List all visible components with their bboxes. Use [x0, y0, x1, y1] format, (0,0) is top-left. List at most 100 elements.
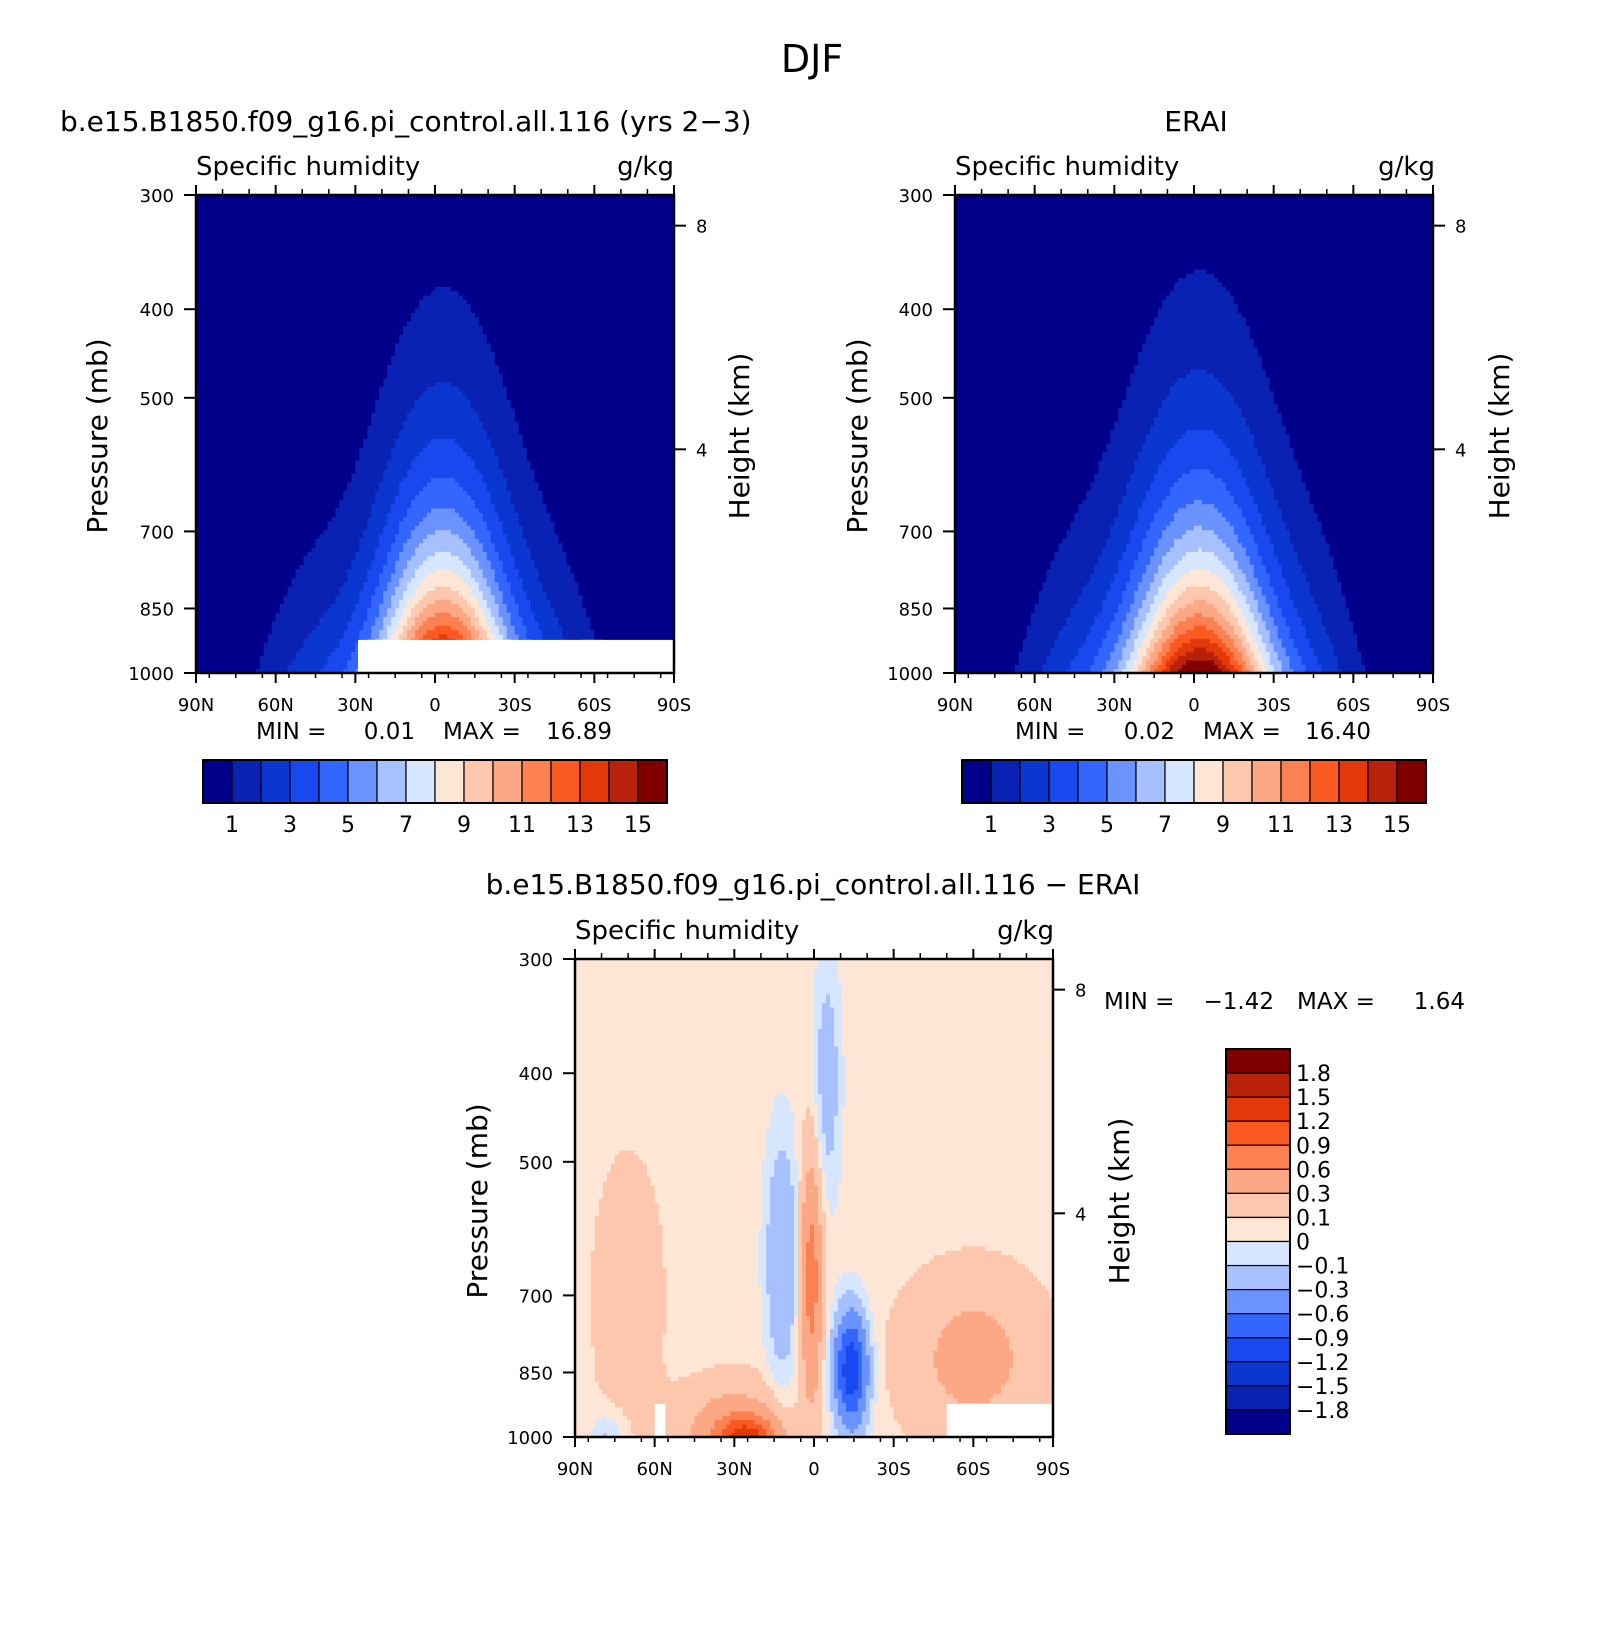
contour-cell [371, 538, 376, 544]
contour-cell [203, 195, 209, 200]
contour-cell [219, 368, 225, 374]
contour-cell [263, 477, 269, 483]
contour-cell [239, 555, 245, 561]
contour-cell [323, 351, 329, 357]
contour-cell [283, 442, 289, 448]
contour-cell [223, 381, 229, 387]
contour-cell [271, 381, 277, 387]
contour-cell [219, 460, 225, 466]
contour-cell [315, 342, 321, 348]
contour-cell [339, 251, 344, 257]
contour-cell [287, 403, 293, 409]
contour-cell [283, 195, 289, 200]
contour-cell [355, 629, 360, 635]
contour-cell [203, 199, 209, 205]
contour-cell [251, 338, 257, 344]
contour-cell [287, 290, 293, 296]
contour-cell [303, 607, 309, 613]
contour-cell [335, 542, 340, 548]
contour-cell [339, 668, 344, 674]
contour-cell [199, 386, 205, 392]
contour-cell [231, 442, 237, 448]
contour-cell [311, 477, 317, 483]
contour-cell [371, 416, 376, 422]
contour-cell [231, 429, 237, 435]
contour-cell [311, 642, 317, 648]
contour-cell [255, 546, 261, 552]
contour-cell [263, 286, 269, 292]
contour-cell [319, 525, 325, 531]
contour-cell [203, 229, 209, 235]
contour-cell [239, 329, 245, 335]
contour-cell [279, 603, 285, 609]
contour-cell [211, 416, 217, 422]
contour-cell [239, 659, 245, 665]
contour-cell [211, 281, 217, 287]
contour-cell [343, 447, 348, 452]
contour-cell [283, 429, 289, 435]
contour-cell [331, 594, 337, 600]
contour-cell [235, 529, 241, 535]
contour-cell [215, 229, 221, 235]
contour-cell [327, 477, 333, 483]
contour-cell [211, 199, 217, 205]
contour-cell [271, 242, 277, 248]
contour-cell [196, 586, 201, 592]
contour-cell [351, 434, 356, 439]
contour-cell [283, 629, 289, 635]
contour-cell [211, 225, 217, 231]
contour-cell [207, 442, 213, 448]
contour-cell [199, 368, 205, 374]
contour-cell [311, 538, 317, 544]
contour-cell [239, 507, 245, 513]
contour-cell [199, 399, 205, 405]
contour-cell [327, 473, 333, 479]
contour-cell [347, 516, 352, 522]
contour-cell [303, 612, 309, 618]
contour-cell [259, 529, 265, 535]
contour-cell [351, 403, 356, 409]
contour-cell [239, 229, 245, 235]
contour-cell [247, 373, 253, 379]
contour-cell [203, 364, 209, 370]
contour-cell [355, 407, 360, 413]
contour-cell [343, 290, 348, 296]
contour-cell [255, 503, 261, 509]
contour-cell [267, 368, 273, 374]
contour-cell [223, 234, 229, 240]
contour-cell [311, 364, 317, 370]
contour-cell [287, 507, 293, 513]
contour-cell [275, 394, 281, 400]
contour-cell [291, 642, 297, 648]
contour-cell [263, 486, 269, 492]
contour-cell [239, 447, 245, 452]
contour-cell [291, 221, 297, 227]
contour-cell [295, 390, 301, 396]
contour-cell [247, 251, 253, 257]
contour-cell [363, 264, 368, 270]
contour-cell [347, 420, 352, 426]
contour-cell [315, 208, 321, 213]
contour-cell [251, 303, 257, 309]
contour-cell [351, 347, 356, 353]
contour-cell [235, 620, 241, 626]
contour-cell [223, 334, 229, 339]
contour-cell [223, 603, 229, 609]
contour-cell [339, 590, 344, 596]
contour-cell [355, 468, 360, 474]
contour-cell [371, 247, 376, 253]
contour-cell [239, 646, 245, 652]
contour-cell [311, 208, 317, 213]
contour-cell [335, 321, 340, 326]
contour-cell [263, 238, 269, 244]
contour-cell [351, 294, 356, 300]
contour-cell [196, 568, 201, 574]
contour-cell [311, 616, 317, 622]
contour-cell [355, 460, 360, 466]
contour-cell [203, 486, 209, 492]
contour-cell [359, 607, 364, 613]
contour-cell [239, 573, 245, 578]
contour-cell [367, 516, 372, 522]
contour-cell [315, 338, 321, 344]
contour-cell [307, 381, 313, 387]
